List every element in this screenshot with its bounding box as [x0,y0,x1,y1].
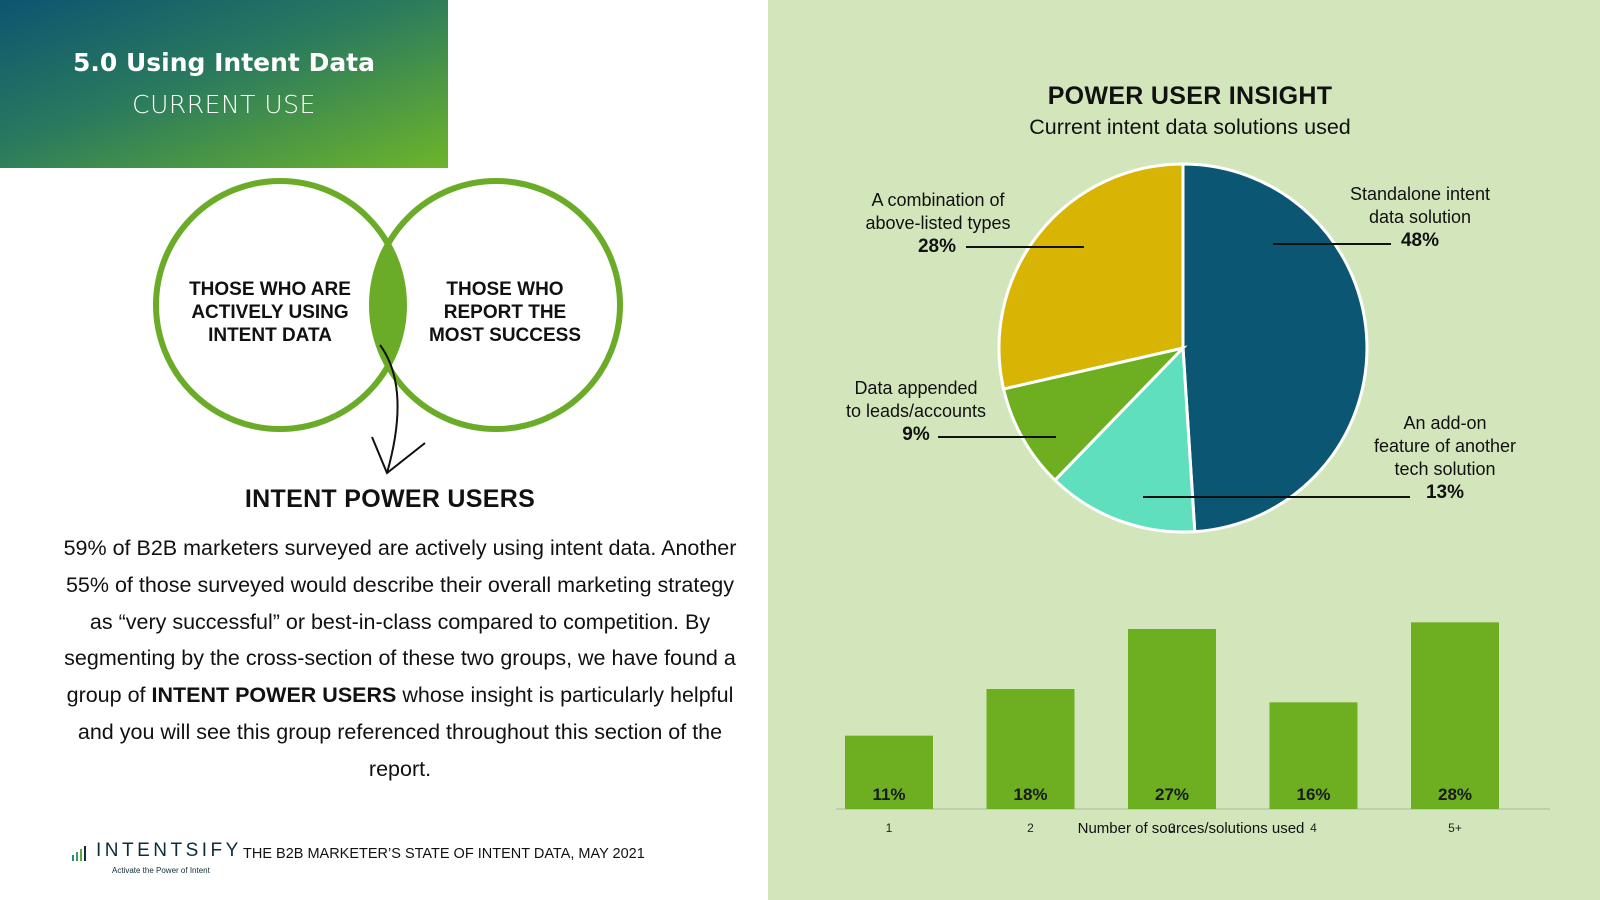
pie-slice-standalone [1181,162,1369,534]
intent-power-users-title: INTENT POWER USERS [244,485,536,513]
venn-left-label: THOSE WHO ARE ACTIVELY USING INTENT DATA [189,279,351,346]
bar-chart: 11% 1 18% 2 27% 3 16% 4 28% 5+ Number of sources/s… [836,622,1550,837]
section-header: 5.0 Using Intent Data CURRENT USE [0,0,448,168]
logo-wordmark: INTENTSIFY [96,840,242,861]
pie-chart-subtitle: Current intent data solutions used [1029,115,1351,139]
pie-slice-appended [1001,345,1188,483]
x-tick-label: 4 [1310,821,1317,835]
pie-chart-title: POWER USER INSIGHT [1047,82,1333,110]
pie-slice-combination [997,162,1185,391]
bar-data-label: 28% [1438,785,1472,804]
x-tick-label: 5+ [1448,821,1462,835]
pie-label-appended: Data appended to leads/accounts [845,378,987,421]
pie-chart [938,162,1410,534]
bar-1 [845,735,933,809]
bar-data-label: 16% [1296,785,1330,804]
bar-data-label: 18% [1013,785,1047,804]
bar-data-label: 27% [1155,785,1189,804]
x-axis-label: Number of sources/solutions used [1078,820,1305,837]
venn-arrow [379,344,399,474]
bar-5+ [1411,622,1499,809]
pie-label-combination: A combination of above-listed types [865,190,1011,233]
x-tick-label: 2 [1027,821,1034,835]
pie-label-addon: An add-on feature of another tech soluti… [1350,412,1540,504]
pie-value-standalone: 48% [1400,230,1440,251]
venn-right-label: THOSE WHO REPORT THE MOST SUCCESS [428,279,582,346]
logo-bars-icon [72,846,86,861]
venn-diagram [153,178,623,475]
venn-arrowhead-icon [371,436,426,475]
bar-data-label: 11% [872,785,905,804]
venn-circle-left [153,178,407,432]
pie-value-combination: 28% [917,236,957,257]
bar-4 [1269,702,1358,809]
venn-circle-right [369,178,623,432]
x-tick-label: 1 [886,821,893,835]
x-tick-label: 3 [1169,821,1176,835]
pie-slice-addon [1052,344,1197,534]
pie-value-addon: 13% [1425,482,1465,503]
bar-3 [1128,629,1216,809]
logo-tagline: Activate the Power of Intent [112,866,210,875]
report-title: THE B2B MARKETER’S STATE OF INTENT DATA,… [243,846,645,862]
section-subtitle: CURRENT USE [132,90,316,119]
pie-label-standalone: Standalone intent data solution 48% [1320,183,1520,252]
body-paragraph: 59% of B2B marketers surveyed are active… [63,536,737,781]
pie-value-appended: 9% [902,424,930,445]
bar-2 [986,689,1075,809]
section-title: 5.0 Using Intent Data [72,48,376,77]
